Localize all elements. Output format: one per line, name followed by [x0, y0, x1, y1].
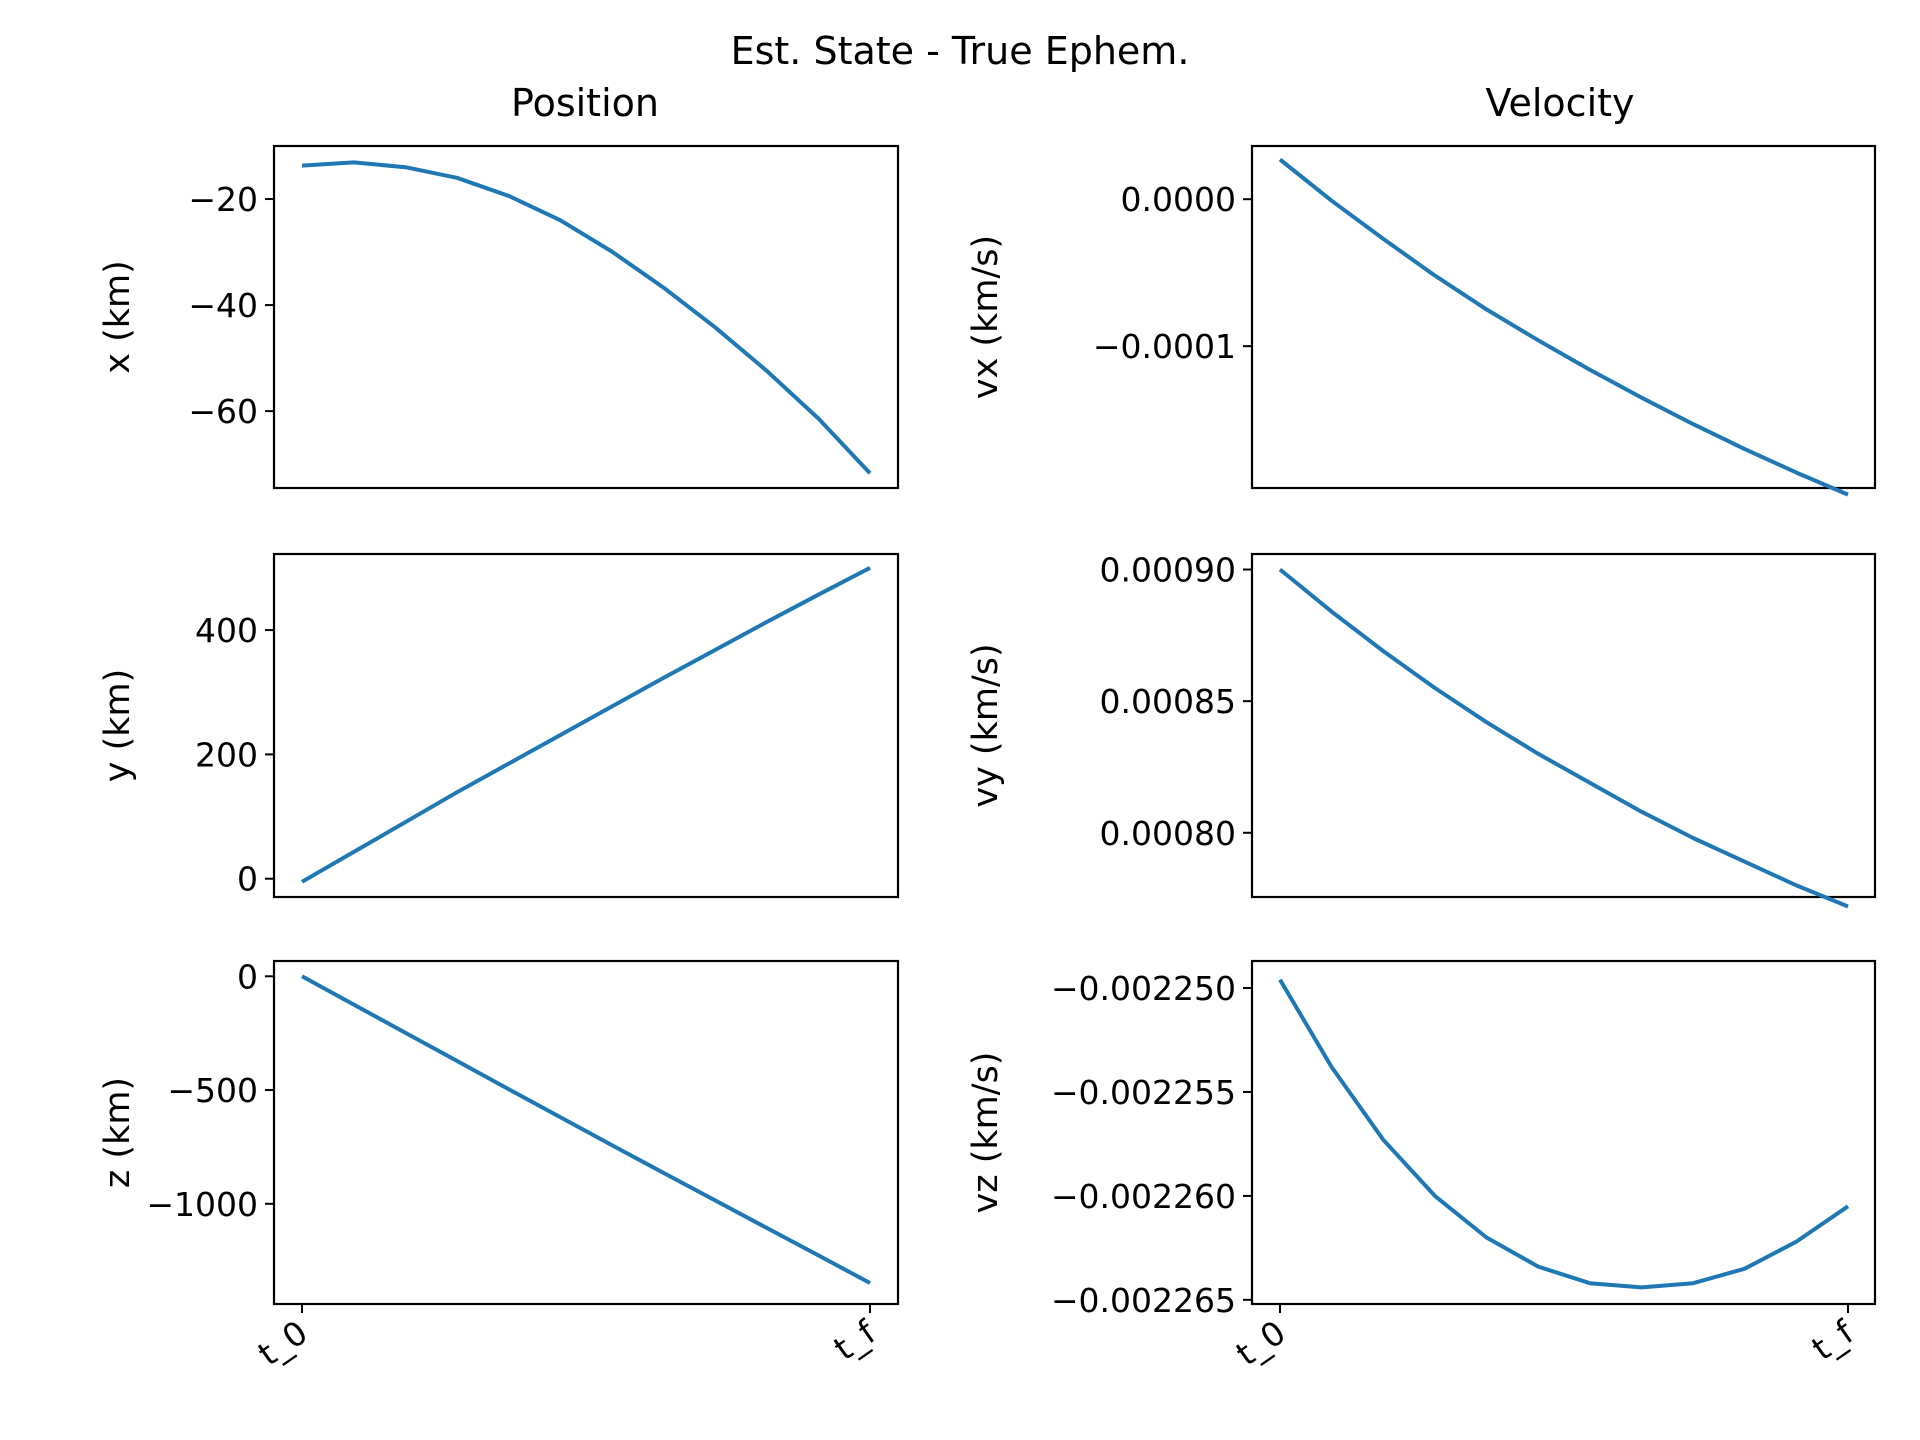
subplot-y: 0 200 400 y (km) — [98, 552, 900, 899]
series-line-y — [300, 566, 871, 884]
subplot-vx: 0.0000 −0.0001 vx (km/s) — [966, 144, 1877, 497]
series-line-vx — [1278, 157, 1849, 497]
ytick-label: 0.00090 — [1100, 551, 1236, 590]
axes-frame — [1250, 959, 1877, 1306]
ytick-label: −500 — [167, 1071, 258, 1110]
figure-suptitle: Est. State - True Ephem. — [731, 29, 1190, 73]
ytick-label: −0.002255 — [1051, 1073, 1236, 1112]
xtick-label: t_0 — [1229, 1313, 1293, 1374]
ylabel-z: z (km) — [98, 1077, 138, 1188]
ytick-label: −0.002250 — [1051, 969, 1236, 1008]
axes-frame — [272, 552, 900, 899]
ylabel-vy: vy (km/s) — [966, 643, 1006, 807]
subplot-vy: 0.00090 0.00085 0.00080 vy (km/s) — [966, 551, 1877, 909]
series-line-z — [301, 974, 871, 1285]
ytick-label: −1000 — [146, 1185, 258, 1224]
ytick-label: −0.002260 — [1051, 1177, 1236, 1216]
axes-frame — [1250, 144, 1877, 490]
ytick-label: 0.00080 — [1100, 814, 1236, 853]
subplot-x: −20 −40 −60 x (km) — [98, 144, 900, 490]
xtick-label: t_f — [1805, 1312, 1862, 1368]
ylabel-y: y (km) — [98, 669, 138, 783]
subplot-vz: −0.002250 −0.002255 −0.002260 −0.002265 vz (… — [966, 959, 1877, 1374]
axes-frame — [1250, 552, 1877, 899]
ylabel-vz: vz (km/s) — [966, 1052, 1006, 1214]
ytick-label: 200 — [195, 735, 258, 774]
column-title-position: Position — [511, 81, 659, 125]
ytick-label: −60 — [188, 392, 258, 431]
ylabel-vx: vx (km/s) — [966, 235, 1006, 399]
ytick-label: 0.00085 — [1100, 682, 1236, 721]
axes-frame — [272, 144, 900, 490]
axes-frame — [272, 959, 900, 1306]
series-line-vy — [1278, 567, 1849, 909]
xtick-label: t_0 — [251, 1313, 315, 1374]
ytick-label: −0.002265 — [1051, 1281, 1236, 1320]
ytick-label: −0.0001 — [1093, 327, 1236, 366]
ytick-label: −40 — [188, 286, 258, 325]
ytick-label: −20 — [188, 180, 258, 219]
ytick-label: 0 — [237, 860, 258, 899]
column-title-velocity: Velocity — [1485, 81, 1634, 125]
ytick-label: 0.0000 — [1121, 180, 1236, 219]
ytick-label: 0 — [237, 957, 258, 996]
series-line-x — [301, 160, 872, 475]
xtick-label: t_f — [827, 1312, 884, 1368]
ytick-label: 400 — [195, 611, 258, 650]
ylabel-x: x (km) — [98, 260, 138, 374]
series-line-vz — [1278, 978, 1850, 1290]
